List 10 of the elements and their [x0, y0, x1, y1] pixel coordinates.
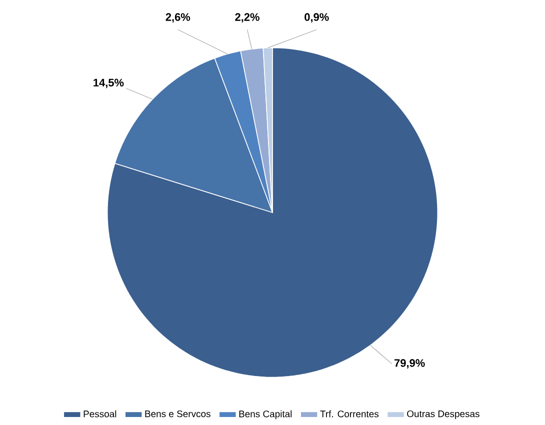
data-label: 0,9%: [304, 13, 329, 23]
legend-label: Bens e Servcos: [145, 410, 210, 418]
data-label: 2,6%: [166, 13, 190, 23]
legend-label: Outras Despesas: [407, 410, 480, 420]
legend-label: Bens Capital: [239, 410, 292, 420]
data-label: 2,2%: [235, 13, 260, 23]
data-label: 79,9%: [394, 359, 425, 368]
legend-label: Trf. Correntes: [320, 410, 379, 418]
data-label: 14,5%: [94, 78, 124, 88]
legend-label: Pessoal: [84, 410, 116, 418]
